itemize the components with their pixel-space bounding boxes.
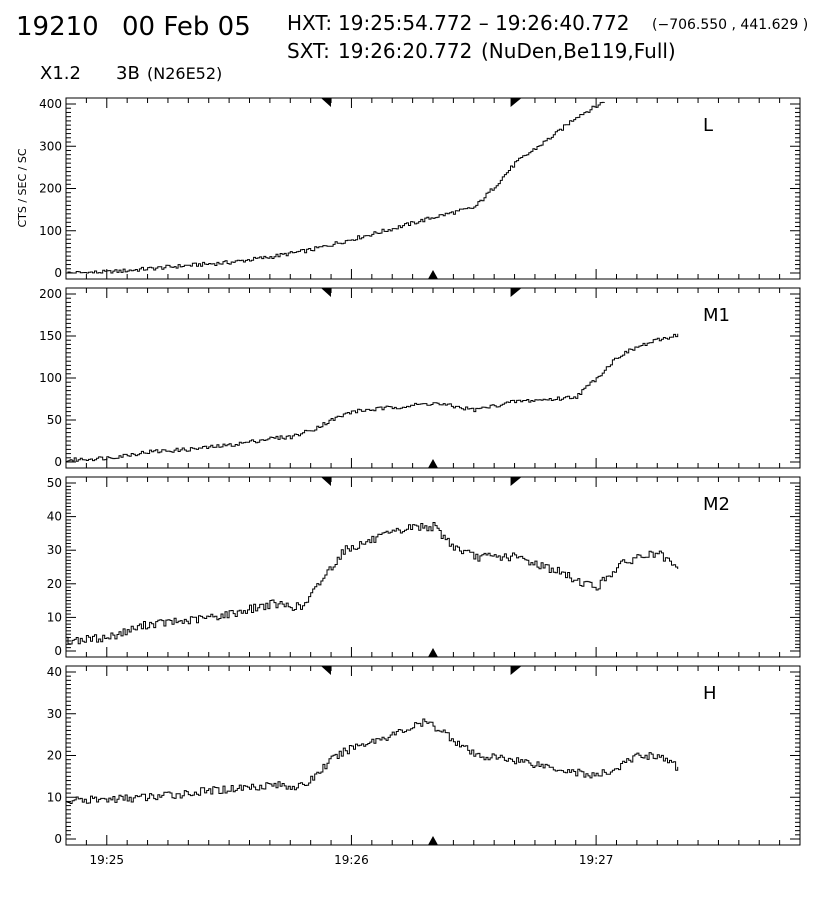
panel-frame bbox=[65, 97, 801, 280]
y-tick-label: 0 bbox=[54, 266, 62, 280]
integration-end-marker bbox=[510, 98, 522, 107]
integration-start-marker bbox=[320, 477, 331, 486]
y-tick-label: 100 bbox=[39, 224, 62, 238]
observation-date: 00 Feb 05 bbox=[122, 12, 251, 42]
y-tick-label: 30 bbox=[47, 543, 62, 557]
sxt-time-marker bbox=[428, 270, 438, 279]
hxt-label: HXT: bbox=[287, 11, 333, 35]
y-tick-label: 150 bbox=[39, 329, 62, 343]
panel-label: L bbox=[703, 115, 713, 136]
event-id: 19210 bbox=[16, 12, 99, 42]
y-tick-label: 40 bbox=[47, 510, 62, 524]
x-tick-label: 19:26 bbox=[334, 853, 369, 867]
sxt-time: 19:26:20.772 bbox=[338, 39, 473, 63]
panel-m1: 0 50 100 150 200 M1 bbox=[39, 287, 801, 469]
y-tick-label: 50 bbox=[47, 413, 62, 427]
y-tick-label: 20 bbox=[47, 577, 62, 591]
panel-m2: 0 10 20 30 40 50 M2 bbox=[47, 476, 801, 658]
light-curve-h bbox=[66, 718, 679, 804]
y-tick-label: 10 bbox=[47, 610, 62, 624]
x-tick-label: 19:25 bbox=[89, 853, 124, 867]
heliographic-coords: (−706.550 , 441.629 ) bbox=[652, 17, 809, 33]
flare-importance: 3B bbox=[116, 63, 140, 84]
flare-location: (N26E52) bbox=[147, 64, 223, 83]
panel-frame bbox=[65, 287, 801, 469]
y-tick-label: 10 bbox=[47, 790, 62, 804]
integration-start-marker bbox=[320, 98, 331, 107]
hxt-time-range: 19:25:54.772 – 19:26:40.772 bbox=[338, 11, 630, 35]
sxt-time-marker bbox=[428, 836, 438, 845]
flare-class: X1.2 bbox=[40, 63, 81, 84]
y-tick-label: 0 bbox=[54, 832, 62, 846]
panel-label: M2 bbox=[703, 494, 730, 515]
light-curve-m2 bbox=[66, 522, 679, 645]
integration-end-marker bbox=[510, 666, 522, 675]
y-tick-label: 50 bbox=[47, 476, 62, 490]
y-tick-label: 300 bbox=[39, 139, 62, 153]
sxt-filter-info: (NuDen,Be119,Full) bbox=[481, 39, 676, 63]
y-axis-label: CTS / SEC / SC bbox=[16, 148, 29, 227]
light-curve-l bbox=[66, 101, 605, 274]
sxt-label: SXT: bbox=[287, 39, 330, 63]
y-tick-label: 200 bbox=[39, 182, 62, 196]
panel-label: M1 bbox=[703, 305, 730, 326]
panel-l: 0 100 200 300 400 L bbox=[39, 97, 801, 280]
panel-frame bbox=[65, 665, 801, 846]
panel-label: H bbox=[703, 683, 717, 704]
integration-start-marker bbox=[320, 666, 331, 675]
y-tick-label: 0 bbox=[54, 455, 62, 469]
y-tick-label: 20 bbox=[47, 749, 62, 763]
sxt-time-marker bbox=[428, 648, 438, 657]
light-curve-m1 bbox=[66, 333, 679, 462]
integration-end-marker bbox=[510, 288, 522, 297]
y-tick-label: 200 bbox=[39, 287, 62, 301]
x-tick-label: 19:27 bbox=[579, 853, 614, 867]
sxt-time-marker bbox=[428, 459, 438, 468]
y-tick-label: 0 bbox=[54, 644, 62, 658]
y-tick-label: 100 bbox=[39, 371, 62, 385]
integration-start-marker bbox=[320, 288, 331, 297]
y-tick-label: 40 bbox=[47, 665, 62, 679]
panel-h: 0 10 20 30 40 H bbox=[47, 665, 801, 846]
y-tick-label: 30 bbox=[47, 707, 62, 721]
y-tick-label: 400 bbox=[39, 97, 62, 111]
panel-frame bbox=[65, 476, 801, 658]
integration-end-marker bbox=[510, 477, 522, 486]
